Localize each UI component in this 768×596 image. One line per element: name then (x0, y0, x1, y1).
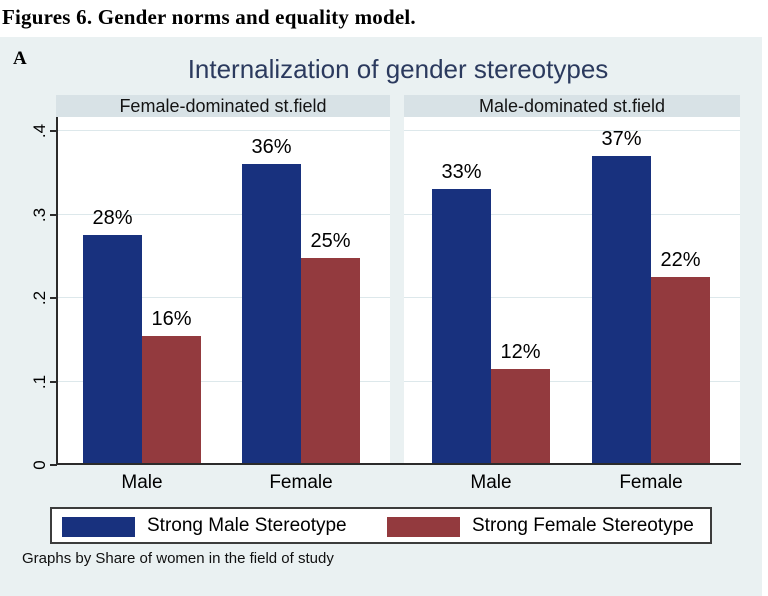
gridline (56, 130, 390, 131)
x-category-label: Female (619, 472, 683, 493)
gridline (56, 297, 390, 298)
bar (491, 368, 550, 465)
plot-area: 28% 16% 36% 25% (56, 117, 390, 465)
bar-value-label: 16% (151, 307, 192, 330)
x-category-label: Male (121, 472, 163, 493)
panel-letter: A (13, 48, 27, 69)
y-axis-tick-label: .3 (30, 207, 49, 222)
bar (142, 335, 201, 465)
y-axis-tick (50, 130, 57, 132)
stata-graph: A Internalization of gender stereotypes … (0, 37, 762, 596)
bar (651, 277, 710, 465)
y-axis-tick-label: .4 (30, 123, 49, 139)
gridline (404, 213, 740, 215)
gridline (56, 380, 390, 382)
y-axis-line (56, 117, 58, 465)
legend-label: Strong Male Stereotype (147, 515, 347, 536)
chart-title: Internalization of gender stereotypes (187, 54, 609, 84)
gridline (56, 213, 390, 215)
gridline (404, 380, 740, 382)
bar-value-label: 33% (441, 161, 482, 184)
gridline (404, 130, 740, 131)
y-axis-tick (50, 380, 57, 383)
bar (83, 235, 142, 465)
legend: Strong Male Stereotype Strong Female Ste… (50, 507, 712, 544)
bar-value-label: 25% (310, 229, 351, 252)
y-axis-tick (50, 213, 57, 216)
plot-area: 33% 12% 37% 22% (404, 117, 740, 465)
y-axis-tick-label: .1 (30, 374, 49, 389)
legend-swatch-male-stereotype (62, 517, 135, 537)
bar (242, 164, 301, 465)
y-axis-tick-label: 0 (30, 460, 49, 470)
gridline (404, 297, 740, 298)
page-margin (762, 0, 768, 596)
subplot-female-dominated: Female-dominated st.field 28% 16% 36% 25% M… (56, 95, 390, 493)
bar (301, 257, 360, 465)
bar-value-label: 36% (251, 136, 292, 159)
subplot-header: Female-dominated st.field (56, 95, 390, 117)
bar-value-label: 22% (660, 249, 701, 272)
figure-caption: Figures 6. Gender norms and equality mod… (2, 5, 416, 29)
bar (592, 156, 651, 465)
x-axis-line (56, 463, 741, 465)
subplot-male-dominated: Male-dominated st.field 33% 12% 37% 22% Mal… (404, 95, 740, 493)
y-axis-tick (50, 464, 57, 466)
y-axis-tick (50, 297, 57, 299)
bar (432, 189, 491, 465)
x-category-label: Male (470, 472, 512, 493)
x-category-label: Female (269, 472, 333, 493)
bar-value-label: 28% (92, 207, 133, 230)
bar-value-label: 12% (500, 340, 541, 363)
subplot-header: Male-dominated st.field (404, 95, 740, 117)
legend-label: Strong Female Stereotype (472, 515, 694, 536)
legend-swatch-female-stereotype (387, 517, 460, 537)
bar-value-label: 37% (601, 128, 642, 151)
y-axis-tick-label: .2 (30, 290, 49, 306)
chart-note: Graphs by Share of women in the field of… (22, 550, 334, 567)
